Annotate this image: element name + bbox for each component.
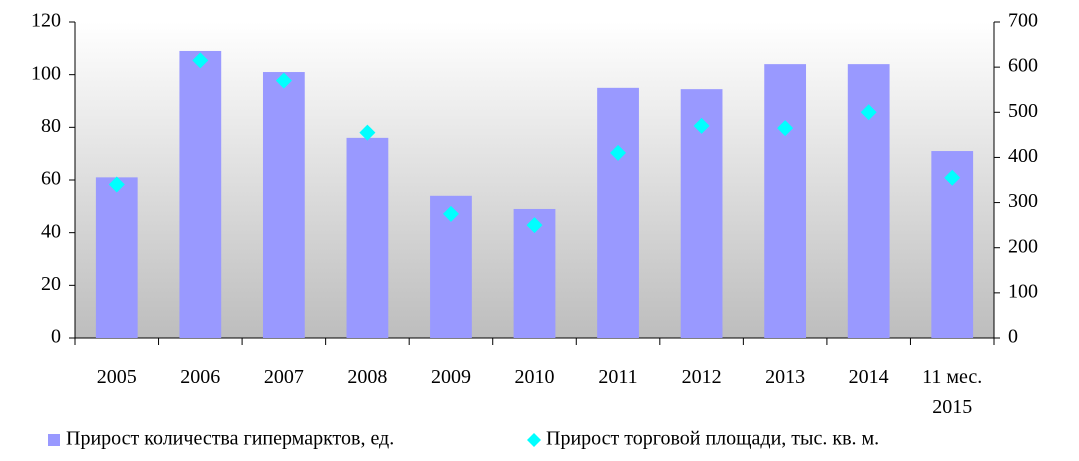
bar [597, 87, 639, 338]
x-tick-label: 2014 [848, 366, 889, 388]
y2-tick-label: 700 [1008, 10, 1038, 32]
bar [95, 177, 138, 338]
x-tick-label: 2008 [347, 366, 388, 388]
x-tick-label: 2012 [681, 366, 722, 388]
legend-label: Прирост торговой площади, тыс. кв. м. [546, 428, 879, 450]
diamond-marker [777, 120, 794, 137]
bar [262, 72, 305, 339]
legend-label: Прирост количества гипермарктов, ед. [66, 428, 394, 450]
legend-swatch [48, 434, 60, 446]
x-tick-label: 2010 [514, 366, 555, 388]
y-tick-label: 80 [41, 115, 61, 137]
diamond-marker [275, 72, 292, 89]
y2-tick-label: 100 [1008, 280, 1038, 302]
diamond-marker [108, 176, 125, 193]
diamond-marker [610, 144, 627, 161]
y2-tick-label: 500 [1008, 100, 1038, 122]
diamond-marker [192, 52, 209, 69]
x-tick-label: 2011 [598, 366, 638, 388]
x-tick-label: 2009 [430, 366, 471, 388]
y2-tick-label: 400 [1008, 145, 1038, 167]
legend-swatch [527, 433, 541, 447]
x-tick-label: 2006 [180, 366, 221, 388]
y-tick-label: 20 [41, 273, 61, 295]
y-tick-label: 40 [41, 220, 61, 242]
bar [764, 64, 807, 338]
y-tick-label: 60 [41, 168, 61, 190]
bar [346, 137, 389, 338]
y2-tick-label: 300 [1008, 190, 1038, 212]
y2-tick-label: 0 [1008, 326, 1018, 348]
x-tick-label: 2007 [263, 366, 304, 388]
diamond-marker [693, 117, 710, 134]
diamond-marker [442, 205, 459, 222]
y2-tick-label: 200 [1008, 235, 1038, 257]
diamond-marker [359, 124, 376, 141]
x-tick-label: 2005 [96, 366, 137, 388]
diamond-marker [526, 217, 543, 234]
x-tick-label: 2013 [765, 366, 806, 388]
y-tick-label: 100 [31, 62, 61, 84]
y-tick-label: 120 [31, 10, 61, 32]
diamond-marker [860, 104, 877, 121]
bar [179, 50, 222, 338]
diamond-marker [944, 169, 961, 186]
x-tick-label: 11 мес. 2015 [922, 366, 983, 418]
y-tick-label: 0 [51, 326, 61, 348]
y2-tick-label: 600 [1008, 55, 1038, 77]
